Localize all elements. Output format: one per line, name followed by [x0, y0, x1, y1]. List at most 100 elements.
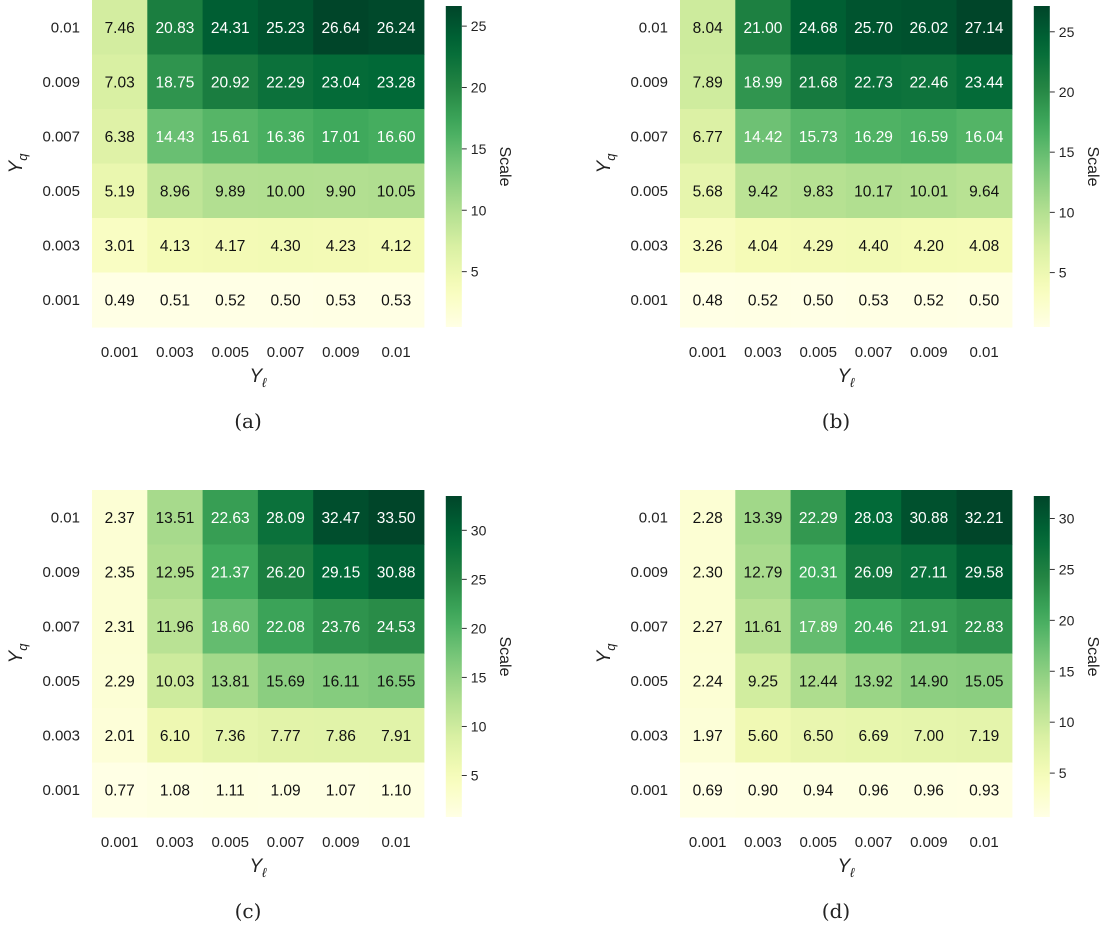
heatmap-cell — [956, 708, 1013, 764]
cell-value-label: 20.46 — [854, 619, 893, 636]
cell-value-label: 4.17 — [215, 238, 245, 255]
cell-value-label: 7.03 — [105, 74, 135, 91]
y-tick-label: 0.005 — [42, 673, 80, 690]
cell-value-label: 18.75 — [156, 74, 195, 91]
heatmap-cell — [313, 272, 370, 328]
cell-value-label: 32.21 — [965, 510, 1004, 527]
cell-value-label: 30.88 — [377, 564, 416, 581]
colorbar-tick-label: 20 — [1059, 612, 1075, 628]
cell-value-label: 0.49 — [105, 292, 135, 309]
heatmap-cell — [202, 54, 259, 110]
cell-value-label: 22.83 — [965, 619, 1004, 636]
y-tick-label: 0.009 — [42, 564, 80, 581]
heatmap-cell — [845, 54, 902, 110]
heatmap-cell — [956, 0, 1013, 56]
heatmap-cell — [368, 599, 425, 655]
y-tick-label: 0.005 — [42, 183, 80, 200]
x-tick-label: 0.007 — [267, 344, 305, 361]
heatmap-cell — [368, 490, 425, 546]
heatmap-cell — [202, 109, 259, 165]
cell-value-label: 16.36 — [266, 129, 305, 146]
cell-value-label: 28.09 — [266, 510, 305, 527]
x-tick-label: 0.01 — [382, 834, 411, 851]
y-tick-label: 0.007 — [630, 618, 668, 635]
colorbar-label: Scale — [496, 146, 513, 186]
y-tick-label: 0.003 — [42, 727, 80, 744]
heatmap-cell — [735, 218, 792, 274]
heatmap-panel-d: 2.28 13.39 22.29 28.03 30.88 32.21 2.30 12.79 20… — [594, 490, 1101, 923]
cell-value-label: 2.35 — [105, 564, 135, 581]
heatmap-cell — [956, 599, 1013, 655]
cell-value-label: 2.01 — [105, 728, 135, 745]
heatmap-cell — [368, 54, 425, 110]
heatmap-cell — [680, 599, 736, 655]
x-axis-label: Yℓ — [249, 366, 267, 390]
cell-value-label: 10.01 — [909, 183, 948, 200]
heatmap-cell — [368, 708, 425, 764]
cell-value-label: 1.97 — [693, 728, 723, 745]
cell-value-label: 4.12 — [381, 238, 411, 255]
x-tick-label: 0.001 — [689, 344, 727, 361]
y-tick-label: 0.01 — [51, 19, 80, 36]
heatmap-cell — [790, 163, 847, 219]
y-tick-label: 0.001 — [42, 782, 80, 799]
cell-value-label: 10.17 — [854, 183, 893, 200]
heatmap-cell — [147, 708, 204, 764]
cell-value-label: 4.08 — [969, 238, 999, 255]
cell-value-label: 22.63 — [211, 510, 250, 527]
cell-value-label: 21.68 — [799, 74, 838, 91]
colorbar-tick-label: 10 — [1059, 204, 1075, 220]
cell-value-label: 13.92 — [854, 673, 893, 690]
cell-value-label: 22.46 — [909, 74, 948, 91]
colorbar-label: Scale — [1084, 636, 1101, 676]
cell-value-label: 28.03 — [854, 510, 893, 527]
heatmap-cell — [202, 544, 259, 600]
cell-value-label: 4.23 — [326, 238, 356, 255]
y-tick-label: 0.007 — [630, 128, 668, 145]
cell-value-label: 7.00 — [914, 728, 945, 745]
heatmap-cell — [313, 54, 370, 110]
cell-value-label: 16.60 — [377, 129, 416, 146]
heatmap-cell — [956, 272, 1013, 328]
heatmap-panel-a: 7.46 20.83 24.31 25.23 26.64 26.24 7.03 18.75 20… — [6, 0, 513, 433]
cell-value-label: 2.24 — [693, 673, 724, 690]
colorbar-tick-label: 5 — [1059, 265, 1067, 281]
cell-value-label: 2.30 — [693, 564, 724, 581]
cell-value-label: 27.14 — [965, 20, 1004, 37]
heatmap-cell — [680, 109, 736, 165]
heatmap-cell — [680, 762, 736, 818]
x-axis-label: Yℓ — [837, 366, 855, 390]
cell-value-label: 4.30 — [270, 238, 301, 255]
y-tick-label: 0.003 — [42, 237, 80, 254]
y-axis-label: Yq — [6, 643, 30, 664]
heatmap-cell — [956, 490, 1013, 546]
heatmap-cell — [790, 544, 847, 600]
colorbar-tick-label: 20 — [1059, 84, 1075, 100]
cell-value-label: 6.77 — [693, 129, 723, 146]
y-tick-label: 0.009 — [630, 74, 668, 91]
heatmap-cell — [257, 54, 314, 110]
cell-value-label: 17.89 — [799, 619, 838, 636]
heatmap-cell — [845, 762, 902, 818]
cell-value-label: 0.53 — [381, 292, 411, 309]
cell-value-label: 13.81 — [211, 673, 250, 690]
heatmap-cell — [790, 54, 847, 110]
x-tick-label: 0.005 — [211, 834, 249, 851]
heatmap-cell — [680, 54, 736, 110]
y-tick-label: 0.001 — [630, 292, 668, 309]
heatmap-cell — [368, 163, 425, 219]
heatmap-cell — [202, 708, 259, 764]
x-tick-label: 0.009 — [910, 834, 948, 851]
cell-value-label: 11.96 — [156, 619, 194, 636]
heatmap-cell — [313, 163, 370, 219]
x-tick-label: 0.007 — [855, 834, 893, 851]
y-tick-label: 0.009 — [42, 74, 80, 91]
cell-value-label: 8.04 — [693, 20, 724, 37]
cell-value-label: 12.95 — [156, 564, 195, 581]
heatmap-cell — [147, 163, 204, 219]
x-tick-label: 0.001 — [101, 344, 139, 361]
cell-value-label: 21.37 — [211, 564, 250, 581]
heatmap-cell — [845, 490, 902, 546]
cell-value-label: 10.03 — [156, 673, 195, 690]
